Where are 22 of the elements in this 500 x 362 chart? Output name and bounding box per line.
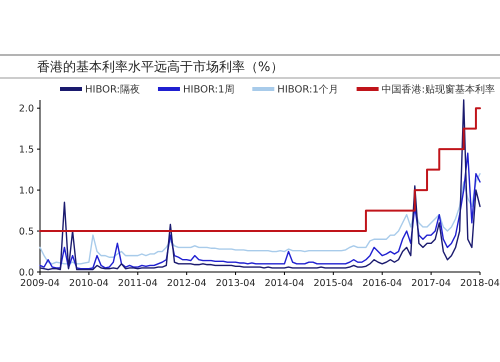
x-tick-label: 2015-04	[313, 278, 354, 289]
x-tick-label: 2012-04	[166, 278, 207, 289]
x-tick-label: 2011-04	[118, 278, 158, 289]
y-tick-label: 2.0	[18, 104, 34, 115]
x-tick-label: 2014-04	[264, 278, 304, 289]
x-tick-label: 2009-04	[20, 278, 60, 289]
x-tick-label: 2010-04	[69, 278, 109, 289]
y-tick-label: 0.0	[18, 268, 34, 278]
legend-label: 中国香港:贴现窗基本利率	[382, 84, 495, 96]
x-tick-label: 2017-04	[411, 278, 451, 289]
x-tick-label: 2013-04	[216, 278, 256, 289]
legend-label: HIBOR:隔夜	[85, 84, 140, 96]
y-tick-label: 1.0	[18, 186, 34, 197]
line-series	[39, 152, 481, 270]
legend-label: HIBOR:1周	[182, 84, 234, 96]
line-series	[39, 173, 481, 265]
y-tick-label: 1.5	[18, 144, 34, 156]
x-tick-label: 2018-04	[460, 278, 500, 289]
legend-label: HIBOR:1个月	[277, 84, 339, 96]
chart-title: 香港的基本利率水平远高于市场利率（%）	[37, 59, 284, 75]
y-tick-label: 0.5	[18, 226, 34, 238]
x-tick-label: 2016-04	[362, 278, 402, 289]
